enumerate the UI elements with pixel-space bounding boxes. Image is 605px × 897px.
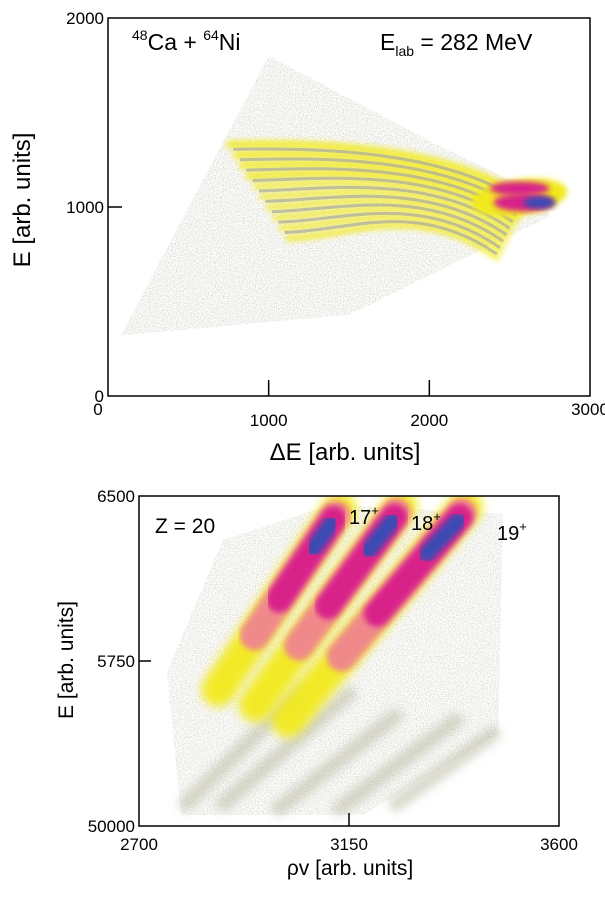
x-tick-label: 2000 <box>410 411 448 430</box>
band-peak <box>418 513 466 562</box>
band-gap <box>271 203 505 243</box>
band-stripe <box>265 197 510 241</box>
band-stripe <box>284 222 500 261</box>
ni-symbol: Ni <box>219 29 241 55</box>
energy-symbol: E <box>380 29 395 55</box>
band-peak <box>360 513 401 559</box>
faint-streak <box>272 709 403 816</box>
band-19+ <box>271 496 483 738</box>
faint-streaks <box>178 682 501 816</box>
x-tick-label: 0 <box>93 400 102 419</box>
chart-bottom: 2700 3150 3600 50000 5750 6500 Z = 20 17+ 18… <box>55 487 578 880</box>
y-ticks-top: 0 1000 2000 <box>66 9 122 406</box>
band-stripe <box>278 214 504 254</box>
x-tick-label: 1000 <box>250 411 288 430</box>
charge-label-17: 17+ <box>349 503 379 529</box>
reaction-annotation: 48Ca + 64Ni <box>132 27 241 55</box>
faint-streak <box>332 713 464 816</box>
band-stripe <box>232 150 527 210</box>
x-ticks-bottom: 2700 3150 3600 <box>120 813 578 854</box>
energy-subscript: lab <box>395 43 414 59</box>
x-ticks-top: 0 1000 2000 3000 <box>93 380 605 430</box>
charge-state-bands <box>201 496 483 738</box>
ca-symbol: Ca + <box>148 29 204 55</box>
band-stripe <box>226 140 530 204</box>
chart-top: 0 1000 2000 3000 0 1000 2000 48Ca + 64Ni Elab… <box>9 9 605 466</box>
band-gap <box>233 147 524 204</box>
charge-label-19: 19+ <box>497 519 527 545</box>
z-annotation: Z = 20 <box>155 515 215 538</box>
band-stripe <box>272 205 507 248</box>
y-tick-label: 2000 <box>66 9 104 28</box>
x-tick-label: 3150 <box>330 835 368 854</box>
charge-label-18: 18+ <box>411 509 441 535</box>
band-18+ <box>238 496 418 722</box>
heatmap-bottom <box>167 496 503 816</box>
faint-streak <box>216 687 356 811</box>
y-tick-label: 50000 <box>88 817 135 836</box>
peak-spot <box>471 178 568 217</box>
y-tick-label: 6500 <box>97 487 135 506</box>
x-axis-label-top: ΔE [arb. units] <box>270 439 421 466</box>
x-tick-label: 2700 <box>120 835 158 854</box>
band-stripe <box>259 188 513 235</box>
faint-streak <box>388 726 501 811</box>
band-peak <box>304 515 340 557</box>
band-gap <box>278 211 501 249</box>
ca-mass-number: 48 <box>132 27 148 43</box>
y-ticks-bottom: 50000 5750 6500 <box>88 487 151 836</box>
x-axis-label-bottom: ρv [arb. units] <box>287 857 413 880</box>
ni-mass-number: 64 <box>203 27 219 43</box>
energy-value: = 282 MeV <box>414 29 533 55</box>
band-gap <box>284 220 498 256</box>
energy-annotation: Elab = 282 MeV <box>380 29 533 59</box>
y-axis-label-top: E [arb. units] <box>9 133 36 268</box>
x-tick-label: 3000 <box>571 400 605 419</box>
y-tick-label: 5750 <box>97 652 135 671</box>
spot-upper <box>489 181 550 196</box>
heatmap-top <box>120 55 568 336</box>
band-gap <box>265 194 508 237</box>
y-tick-label: 0 <box>95 387 104 406</box>
band-17+ <box>201 496 357 707</box>
y-tick-label: 1000 <box>66 198 104 217</box>
y-axis-label-bottom: E [arb. units] <box>55 601 78 719</box>
x-tick-label: 3600 <box>540 835 578 854</box>
spot-peak <box>523 196 556 209</box>
